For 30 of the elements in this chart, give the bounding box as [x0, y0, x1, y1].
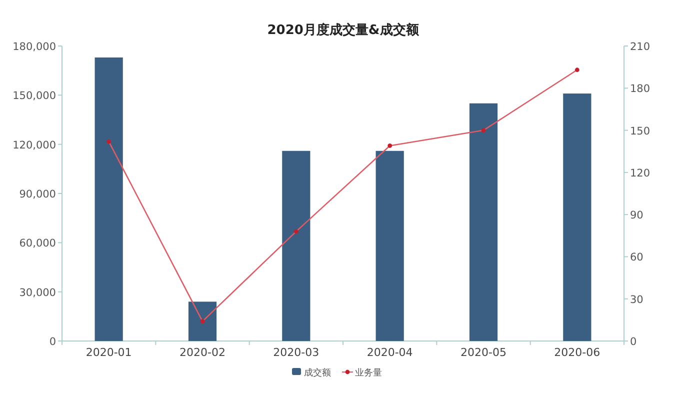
legend-label: 业务量	[355, 368, 382, 378]
y-tick-label: 90,000	[19, 188, 56, 200]
y-tick-label: 180,000	[12, 41, 56, 53]
y-tick-label: 30,000	[19, 286, 56, 299]
y2-tick-label: 30	[630, 294, 644, 306]
x-tick-label: 2020-01	[86, 346, 132, 359]
y2-tick-label: 120	[630, 167, 650, 180]
bar	[469, 103, 498, 341]
chart-title: 2020月度成交量&成交额	[267, 22, 420, 38]
y2-tick-label: 150	[630, 125, 650, 138]
bar	[188, 302, 217, 341]
y2-tick-label: 210	[630, 41, 650, 53]
x-tick-label: 2020-04	[366, 346, 413, 359]
y2-tick-label: 180	[630, 83, 650, 96]
bar	[282, 150, 310, 341]
y-tick-label: 0	[49, 336, 56, 348]
legend-label: 成交额	[304, 368, 331, 378]
x-tick-label: 2020-06	[554, 346, 600, 359]
bar	[376, 150, 404, 341]
y-tick-label: 120,000	[12, 139, 56, 152]
x-tick-label: 2020-03	[273, 346, 320, 359]
y-tick-label: 60,000	[19, 238, 56, 250]
bar	[94, 57, 123, 341]
y2-tick-label: 60	[630, 252, 644, 264]
x-tick-label: 2020-02	[180, 346, 226, 359]
bar	[563, 94, 592, 341]
x-tick-label: 2020-05	[460, 346, 506, 359]
y2-tick-label: 90	[630, 210, 644, 222]
y-tick-label: 150,000	[12, 90, 56, 102]
y2-tick-label: 0	[630, 336, 637, 348]
